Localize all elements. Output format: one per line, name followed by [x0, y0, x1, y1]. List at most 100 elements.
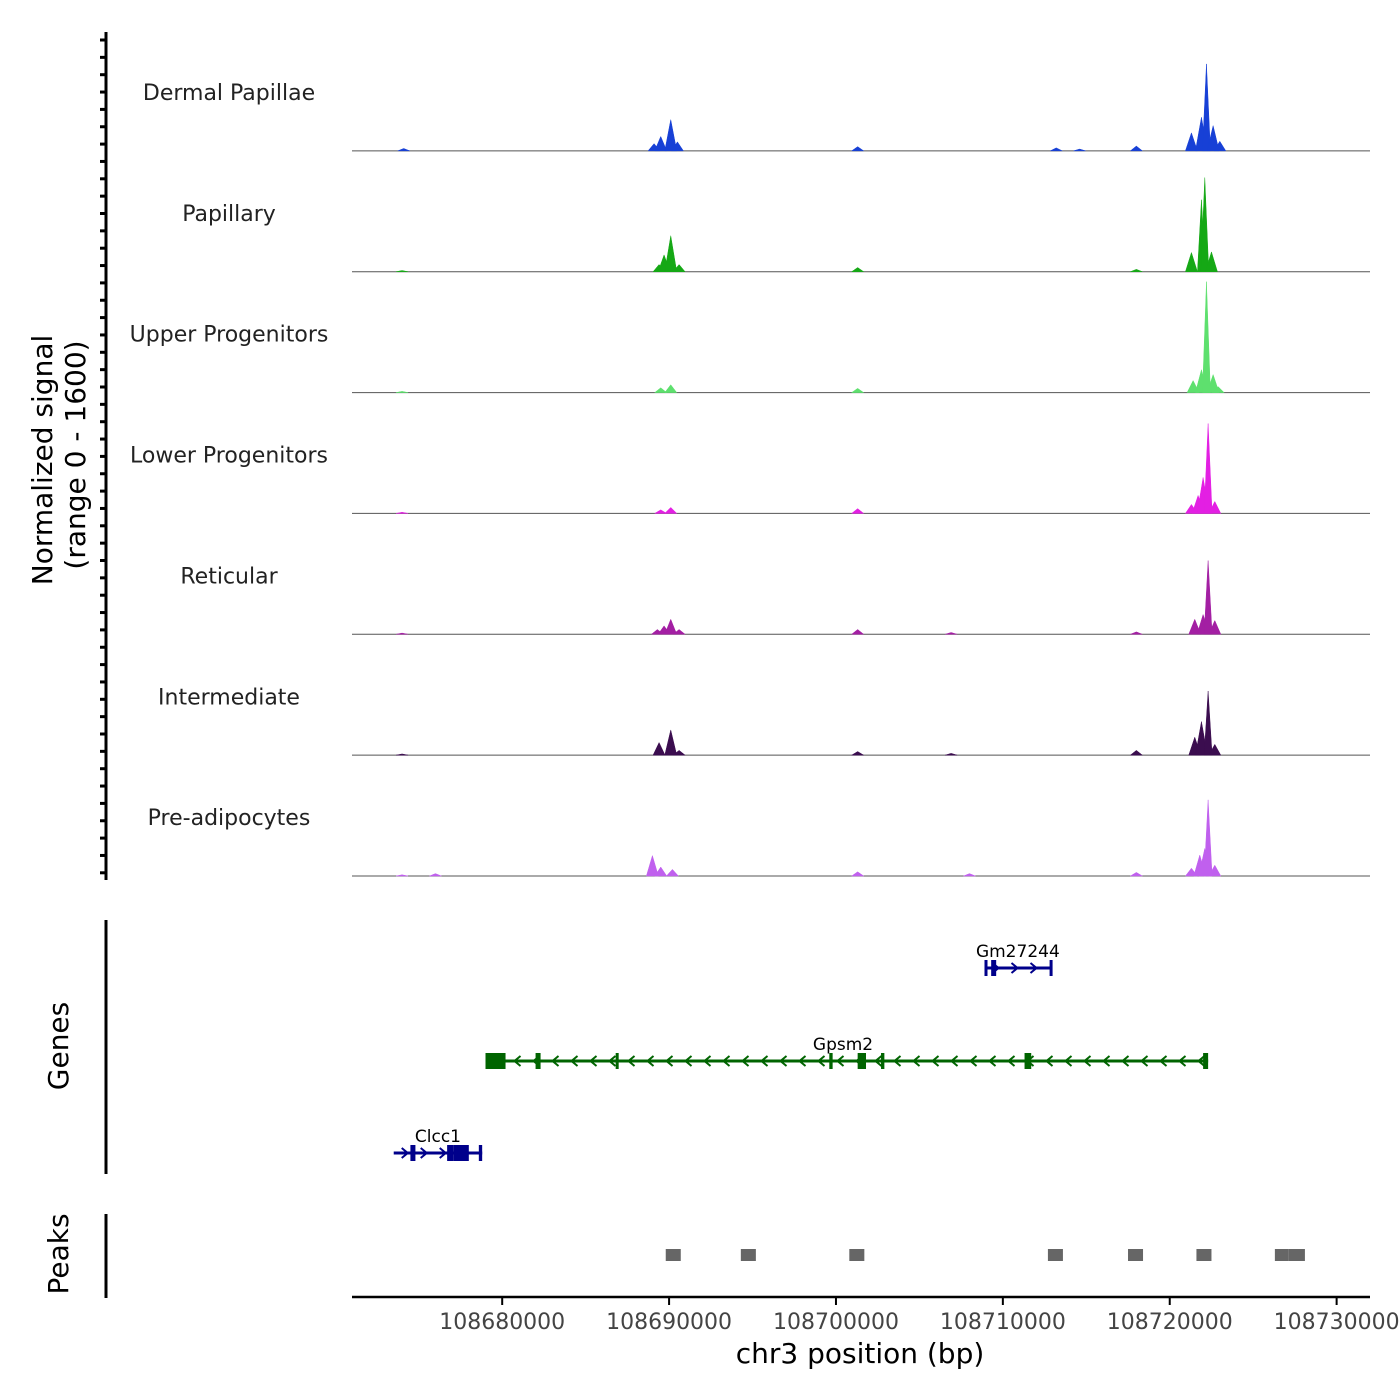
- coverage-peak: [850, 871, 865, 877]
- coverage-peak: [1050, 147, 1063, 152]
- coverage-peak: [1129, 872, 1144, 877]
- strand-arrow: [1139, 1055, 1149, 1067]
- coverage-peak: [1203, 560, 1213, 635]
- strand-arrow: [1044, 1055, 1054, 1067]
- coverage-tracks: Dermal Papillae Papillary Upper Progenitor…: [130, 63, 1370, 877]
- coverage-peak: [1185, 251, 1198, 272]
- coverage-peak: [396, 270, 409, 272]
- coverage-peak: [850, 751, 865, 756]
- coverage-peak: [1213, 140, 1227, 152]
- peak-region: [1288, 1249, 1305, 1261]
- gene-exon: [1024, 1053, 1032, 1069]
- coverage-peak: [1203, 690, 1213, 756]
- strand-arrow: [759, 1055, 769, 1067]
- coverage-peak: [672, 629, 686, 635]
- x-tick-label: 108690000: [606, 1310, 732, 1335]
- coverage-peak: [396, 753, 409, 756]
- strand-arrow: [1029, 962, 1039, 974]
- gene-exon: [991, 960, 997, 976]
- coverage-peak: [1203, 423, 1213, 514]
- coverage-peak: [396, 874, 409, 877]
- peak-region: [1274, 1249, 1289, 1261]
- coverage-peak: [1188, 618, 1202, 635]
- coverage-peak: [396, 391, 409, 393]
- strand-arrow: [607, 1055, 617, 1067]
- coverage-peak: [664, 618, 678, 635]
- coverage-peak: [670, 141, 684, 152]
- gene-exon: [453, 1145, 469, 1161]
- gene-label: Clcc1: [415, 1127, 461, 1147]
- gene-exon: [984, 960, 988, 976]
- strand-arrow: [550, 1055, 560, 1067]
- peak-region: [1196, 1249, 1212, 1261]
- strand-arrow: [645, 1055, 655, 1067]
- coverage-peak: [396, 632, 409, 635]
- coverage-peak: [1205, 251, 1218, 272]
- gene-exon: [881, 1053, 885, 1069]
- coverage-peak: [396, 511, 409, 514]
- strand-arrow: [1101, 1055, 1111, 1067]
- coverage-track: Intermediate: [158, 685, 1370, 756]
- peak-region: [1047, 1249, 1063, 1261]
- strand-arrow: [1177, 1055, 1187, 1067]
- strand-arrow: [911, 1055, 921, 1067]
- strand-arrow: [721, 1055, 731, 1067]
- coverage-y-axis: [100, 32, 108, 880]
- strand-arrow: [835, 1055, 845, 1067]
- coverage-peak: [1129, 750, 1144, 756]
- coverage-peak: [672, 750, 686, 756]
- strand-arrow: [797, 1055, 807, 1067]
- coverage-peak: [850, 267, 865, 272]
- strand-arrow: [439, 1147, 448, 1159]
- coverage-peak: [1129, 145, 1144, 152]
- x-tick-label: 108680000: [439, 1310, 565, 1335]
- gene-label: Gm27244: [976, 942, 1060, 962]
- track-label: Pre-adipocytes: [148, 806, 311, 831]
- coverage-peak: [1206, 125, 1220, 152]
- coverage-peak: [665, 869, 679, 877]
- coverage-peak: [664, 729, 678, 756]
- coverage-peak: [672, 264, 686, 272]
- strand-arrow: [816, 1055, 826, 1067]
- coverage-peak: [652, 741, 666, 756]
- coverage-ylabel-line2: (range 0 - 1600): [59, 340, 92, 569]
- genes-panel-label: Genes: [42, 1002, 75, 1090]
- x-axis-ticks: 108680000 108690000 108700000 108710000 1087…: [439, 1297, 1400, 1335]
- coverage-peak: [646, 854, 659, 877]
- strand-arrow: [930, 1055, 940, 1067]
- track-label: Intermediate: [158, 685, 300, 710]
- gene-label: Gpsm2: [813, 1035, 873, 1055]
- peak-region: [740, 1249, 756, 1261]
- strand-arrow: [512, 1055, 522, 1067]
- peak-region: [849, 1249, 865, 1261]
- coverage-peak: [397, 148, 410, 152]
- coverage-peak: [850, 629, 865, 635]
- coverage-peak: [653, 509, 668, 514]
- strand-arrow: [873, 1055, 883, 1067]
- strand-arrow: [1196, 1055, 1206, 1067]
- coverage-track: Lower Progenitors: [130, 423, 1370, 514]
- strand-arrow: [892, 1055, 902, 1067]
- coverage-peak: [664, 119, 678, 152]
- strand-arrow: [1158, 1055, 1168, 1067]
- coverage-peak: [850, 508, 865, 514]
- coverage-peak: [1208, 743, 1222, 756]
- strand-arrow: [702, 1055, 712, 1067]
- coverage-peak: [1208, 500, 1222, 514]
- gene-exon: [535, 1053, 541, 1069]
- coverage-peak: [664, 235, 678, 272]
- strand-arrow: [740, 1055, 750, 1067]
- strand-arrow: [1082, 1055, 1092, 1067]
- gene-model: Clcc1: [393, 1127, 483, 1161]
- gene-exon: [447, 1145, 454, 1161]
- x-tick-label: 108700000: [773, 1310, 899, 1335]
- coverage-peak: [654, 135, 668, 152]
- coverage-peak: [1185, 132, 1198, 152]
- strand-arrow: [1010, 962, 1020, 974]
- coverage-peak: [1130, 269, 1143, 272]
- coverage-track: Papillary: [182, 177, 1370, 273]
- track-label: Lower Progenitors: [130, 444, 328, 469]
- gene-exon: [485, 1053, 506, 1069]
- coverage-peak: [1208, 864, 1222, 877]
- coverage-peak: [1208, 619, 1222, 635]
